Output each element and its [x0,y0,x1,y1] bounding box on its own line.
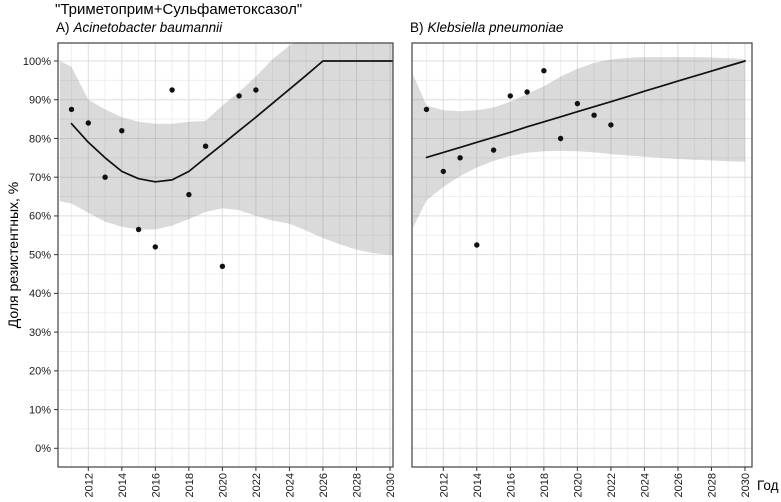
x-tick-label: 2028 [351,473,363,497]
x-tick-label: 2022 [606,473,618,497]
x-tick-label: 2014 [472,473,484,497]
data-points [423,68,614,248]
data-point [474,242,480,248]
confidence-band [59,43,393,256]
x-tick-label: 2016 [150,473,162,497]
x-tick-label: 2026 [673,473,685,497]
x-tick-label: 2026 [318,473,330,497]
panel-b-plot: 2012 2014 2016 2018 2020 2022 2024 2026 2028 2030 [411,42,753,497]
data-point [440,168,446,175]
data-points [68,87,259,269]
data-point [591,112,597,118]
y-axis-title: Доля резистентных, % [5,181,21,329]
x-tick-label: 2024 [284,473,296,497]
panel-b-tag: B) [410,20,424,35]
data-point [68,106,75,113]
panel-a-plot: 2012 2014 2016 2018 2020 2022 2024 2026 2028 2030 [57,42,397,497]
y-axis-ticks: 0% 10% 20% 30% 40% 50% 60% 70% 80% 90% 100% [23,56,58,455]
x-axis-ticks: 2012 2014 2016 2018 2020 2022 2024 2026 2028 2030 [438,467,752,497]
confidence-band [413,57,745,228]
x-axis-ticks: 2012 2014 2016 2018 2020 2022 2024 2026 2028 2030 [83,467,397,497]
x-tick-label: 2012 [83,473,95,497]
data-point [524,89,530,95]
gridlines [58,43,393,467]
panel-a-tag: A) [56,20,70,35]
y-tick-label: 20% [29,366,51,378]
y-tick-label: 80% [29,133,51,145]
y-tick-label: 10% [29,404,51,416]
panel-border [411,42,753,468]
y-tick-label: 40% [29,288,51,300]
x-tick-label: 2014 [117,473,129,497]
x-axis-title: Год [757,478,779,493]
y-tick-label: 100% [23,56,51,68]
data-point [557,135,564,142]
data-point [152,244,158,250]
y-tick-label: 90% [29,95,51,107]
x-tick-label: 2012 [438,473,450,497]
data-point [541,68,547,74]
x-tick-label: 2022 [251,473,263,497]
x-tick-label: 2020 [217,473,229,497]
x-tick-label: 2030 [740,473,752,497]
panel-b-species-name: Klebsiella pneumoniae [427,20,564,35]
gridlines [412,43,752,467]
y-tick-label: 0% [35,443,51,455]
data-point [608,122,614,128]
data-point [85,120,92,126]
y-tick-label: 50% [29,249,51,261]
panel-a-species-name: Acinetobacter baumannii [73,20,223,35]
panel-a-label: A) Acinetobacter baumannii [56,20,222,35]
x-tick-label: 2030 [385,473,397,497]
data-point [423,106,430,113]
panel-b-label: B) Klebsiella pneumoniae [410,20,563,35]
data-point [253,87,259,93]
data-point [119,128,125,134]
x-tick-label: 2028 [706,473,718,497]
x-tick-label: 2024 [639,473,651,497]
chart-title: "Триметоприм+Сульфаметоксазол" [55,1,303,18]
y-tick-label: 70% [29,172,51,184]
x-tick-label: 2018 [184,473,196,497]
data-point [186,191,192,198]
trend-line [70,60,393,183]
data-point [219,263,226,269]
x-tick-label: 2020 [572,473,584,497]
trend-line [425,60,746,159]
data-point [135,226,142,233]
data-point [490,147,497,153]
data-point [202,143,209,149]
data-point [507,93,513,99]
y-tick-label: 60% [29,211,51,223]
data-point [169,87,175,93]
data-point [102,174,108,180]
data-point [574,100,581,107]
data-point [236,93,242,99]
x-tick-label: 2018 [539,473,551,497]
x-tick-label: 2016 [505,473,517,497]
y-tick-label: 30% [29,327,51,339]
data-point [457,155,463,161]
